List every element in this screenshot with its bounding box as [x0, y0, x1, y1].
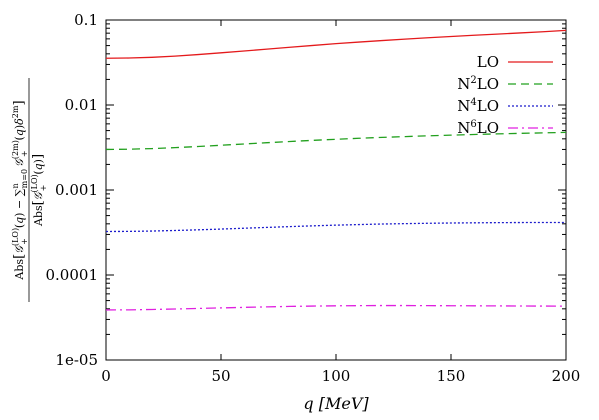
legend-label-1: N2LO	[457, 75, 499, 93]
x-tick-label: 50	[211, 367, 230, 385]
y-tick-label: 1e-05	[55, 351, 98, 369]
x-axis-title-text: q [MeV]	[303, 394, 369, 413]
y-axis-title: Abs[𝒢(LO)+(q) − ∑nm=0𝒢(2m)+(q)δ2m] Abs[𝒢…	[11, 78, 48, 302]
axis-ticks: 0 50 100 150 200 0.1 0.01 0.001 0.0001 1e-05	[46, 11, 581, 385]
x-tick-label: 200	[552, 367, 581, 385]
legend-label-3: N6LO	[457, 119, 499, 137]
svg-text:Abs[𝒢(LO)+(q)]: Abs[𝒢(LO)+(q)]	[30, 154, 48, 227]
x-tick-label: 0	[101, 367, 111, 385]
legend-label-0: LO	[477, 53, 499, 71]
series-lines	[105, 29, 567, 311]
x-tick-label: 100	[322, 367, 351, 385]
series-line-3	[105, 304, 567, 311]
legend-label-2: N4LO	[457, 97, 499, 115]
y-tick-label: 0.01	[65, 96, 98, 114]
svg-text:Abs[𝒢(LO)+(q) − ∑nm=0𝒢(2m)+(: Abs[𝒢(LO)+(q) − ∑nm=0𝒢(2m)+(q)δ2m]	[11, 100, 29, 280]
series-line-1	[105, 131, 567, 151]
series-line-0	[105, 29, 567, 59]
y-tick-label: 0.1	[74, 11, 98, 29]
series-line-2	[105, 221, 566, 233]
legend: LO N2LO N4LO N6LO	[457, 53, 553, 137]
x-axis-title: q [MeV]	[303, 394, 369, 413]
x-tick-label: 150	[437, 367, 466, 385]
y-tick-label: 0.001	[55, 181, 98, 199]
y-tick-label: 0.0001	[46, 266, 99, 284]
